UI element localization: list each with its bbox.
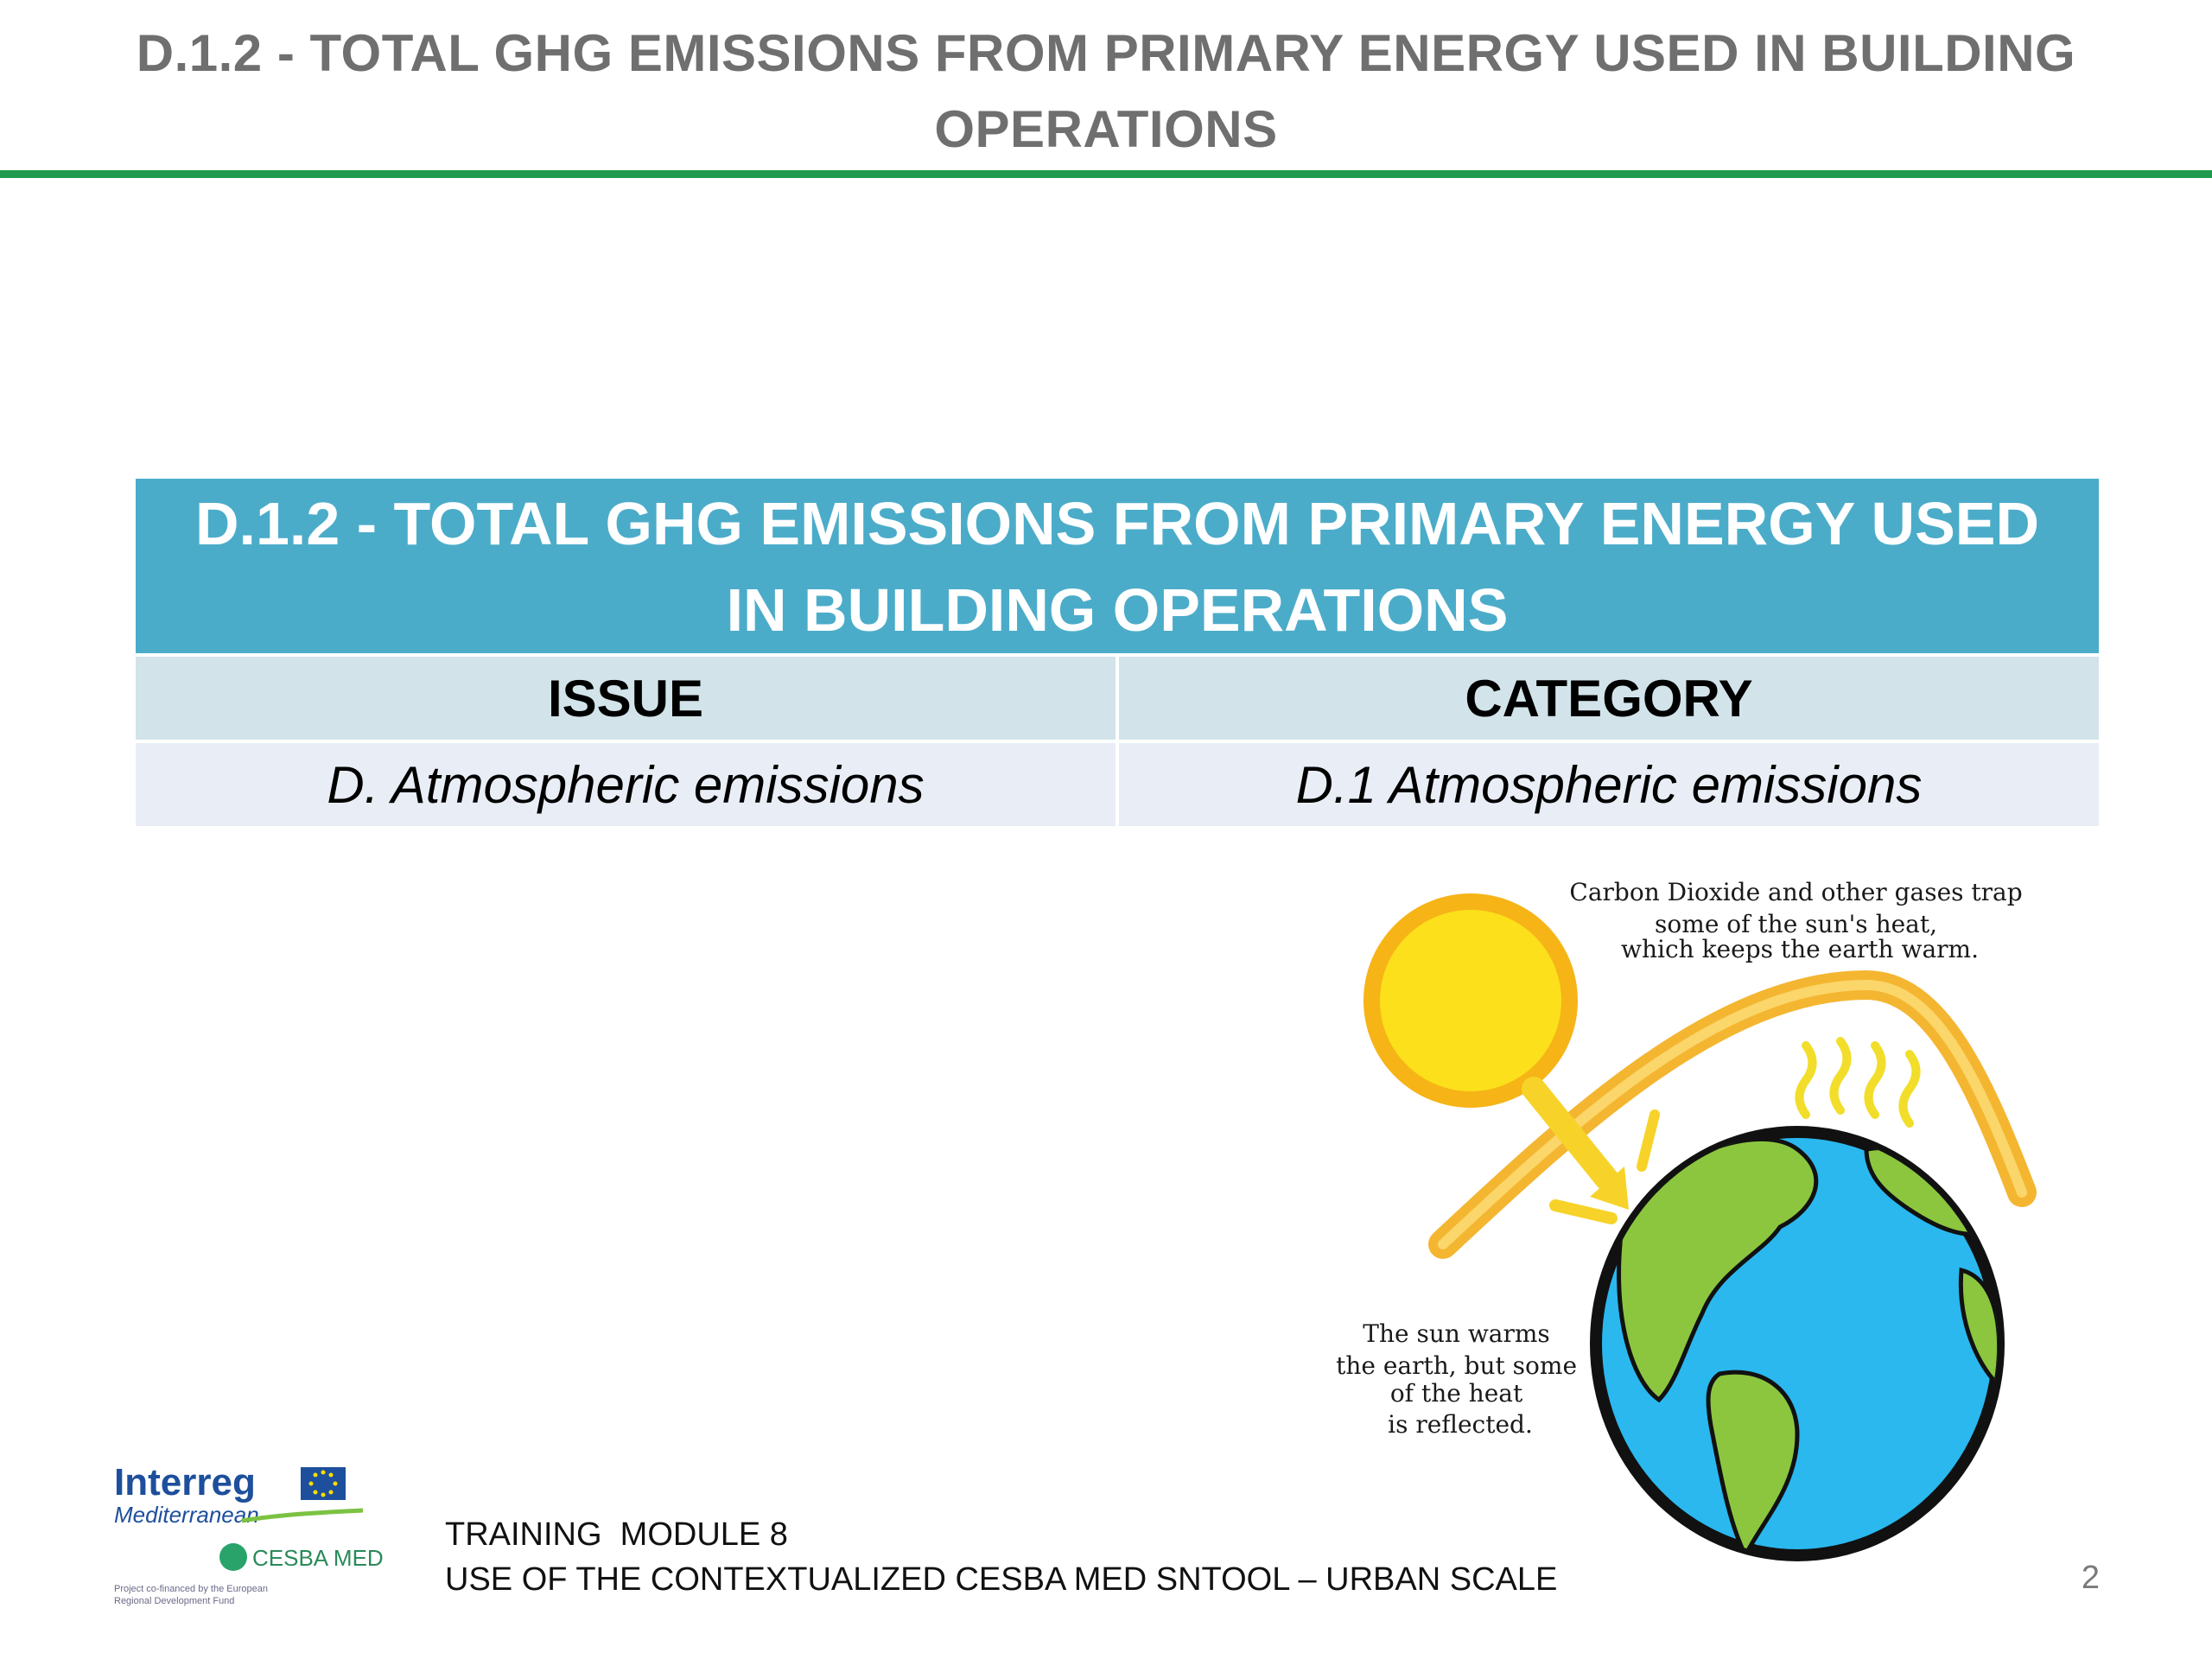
note-bottom-line1: The sun warms xyxy=(1363,1319,1549,1348)
table-heading: D.1.2 - TOTAL GHG EMISSIONS FROM PRIMARY… xyxy=(136,479,2099,657)
table-heading-line1: D.1.2 - TOTAL GHG EMISSIONS FROM PRIMARY… xyxy=(194,490,2039,557)
escaping-ray xyxy=(1637,1109,1660,1172)
partner-logos: Interreg Mediterranean CESBA MED Project… xyxy=(114,1461,384,1606)
reflected-ray xyxy=(1549,1199,1618,1224)
funding-note-line1: Project co-financed by the European xyxy=(114,1584,268,1594)
heat-arc-highlight xyxy=(1438,979,2027,1249)
cesba-logo-text: CESBA MED xyxy=(252,1545,384,1571)
slide-title-line1: D.1.2 - TOTAL GHG EMISSIONS FROM PRIMARY… xyxy=(136,24,2076,82)
note-bottom-line4: is reflected. xyxy=(1388,1410,1533,1439)
note-bottom: The sun warms the earth, but some of the… xyxy=(1336,1319,1585,1439)
note-bottom-line2: the earth, but some xyxy=(1336,1351,1577,1380)
mediterranean-logo-text: Mediterranean xyxy=(114,1502,259,1528)
note-bottom-line3: of the heat xyxy=(1390,1379,1523,1408)
indicator-table: D.1.2 - TOTAL GHG EMISSIONS FROM PRIMARY… xyxy=(136,479,2099,826)
table-heading-line2: IN BUILDING OPERATIONS xyxy=(726,576,1509,644)
sun-core xyxy=(1380,910,1561,1091)
issue-value: D. Atmospheric emissions xyxy=(136,741,1119,826)
logo-swoosh xyxy=(241,1508,364,1523)
heat-wave-4 xyxy=(1898,1050,1921,1128)
slide-title: D.1.2 - TOTAL GHG EMISSIONS FROM PRIMARY… xyxy=(69,16,2143,168)
note-top-line2: some of the sun's heat, xyxy=(1655,910,1937,938)
column-header-issue: ISSUE xyxy=(136,655,1119,743)
interreg-logo-text: Interreg xyxy=(114,1461,256,1503)
greenhouse-effect-illustration: Carbon Dioxide and other gases trap some… xyxy=(1336,878,2037,1561)
cesba-logo-icon xyxy=(219,1543,247,1571)
eu-stars-icon xyxy=(308,1470,338,1497)
note-top-line1: Carbon Dioxide and other gases trap xyxy=(1569,878,2022,906)
footer-module: TRAINING MODULE 8 xyxy=(445,1516,788,1553)
sun-ray-arrow xyxy=(1522,1077,1619,1192)
note-top: Carbon Dioxide and other gases trap some… xyxy=(1569,878,2030,963)
slide-title-line2: OPERATIONS xyxy=(934,100,1278,158)
sun-ray-arrowhead xyxy=(1590,1166,1629,1210)
footer: TRAINING MODULE 8 USE OF THE CONTEXTUALI… xyxy=(445,1512,1557,1602)
column-header-category: CATEGORY xyxy=(1117,655,2099,743)
footer-subtitle: USE OF THE CONTEXTUALIZED CESBA MED SNTO… xyxy=(445,1561,1558,1598)
note-top-line3: which keeps the earth warm. xyxy=(1621,935,1979,963)
heat-wave-2 xyxy=(1829,1037,1852,1115)
continents xyxy=(1617,1136,1998,1555)
funding-note-line2: Regional Development Fund xyxy=(114,1596,234,1606)
heat-wave-1 xyxy=(1795,1041,1817,1119)
category-value: D.1 Atmospheric emissions xyxy=(1117,741,2099,826)
title-divider xyxy=(0,170,2212,178)
heat-wave-3 xyxy=(1864,1041,1886,1119)
page-number: 2 xyxy=(2081,1560,2100,1596)
